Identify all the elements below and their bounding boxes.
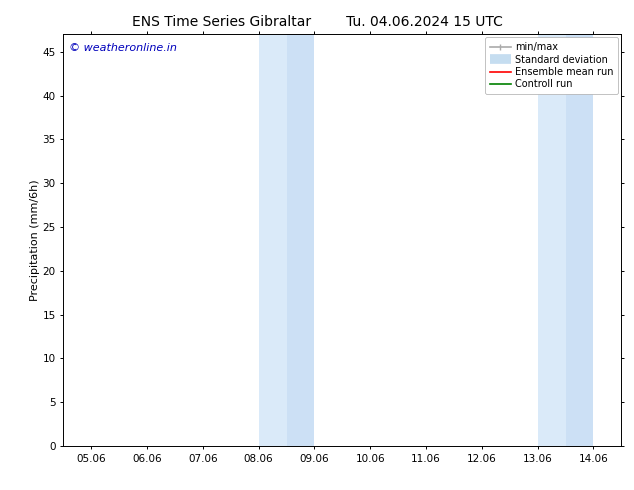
Bar (566, 34, 593, 446)
Text: ENS Time Series Gibraltar        Tu. 04.06.2024 15 UTC: ENS Time Series Gibraltar Tu. 04.06.2024… (132, 15, 502, 29)
Bar (287, 34, 314, 446)
Text: © weatheronline.in: © weatheronline.in (69, 43, 177, 52)
Bar (259, 34, 287, 446)
Y-axis label: Precipitation (mm/6h): Precipitation (mm/6h) (30, 179, 40, 301)
Bar (538, 34, 566, 446)
Legend: min/max, Standard deviation, Ensemble mean run, Controll run: min/max, Standard deviation, Ensemble me… (485, 37, 618, 94)
